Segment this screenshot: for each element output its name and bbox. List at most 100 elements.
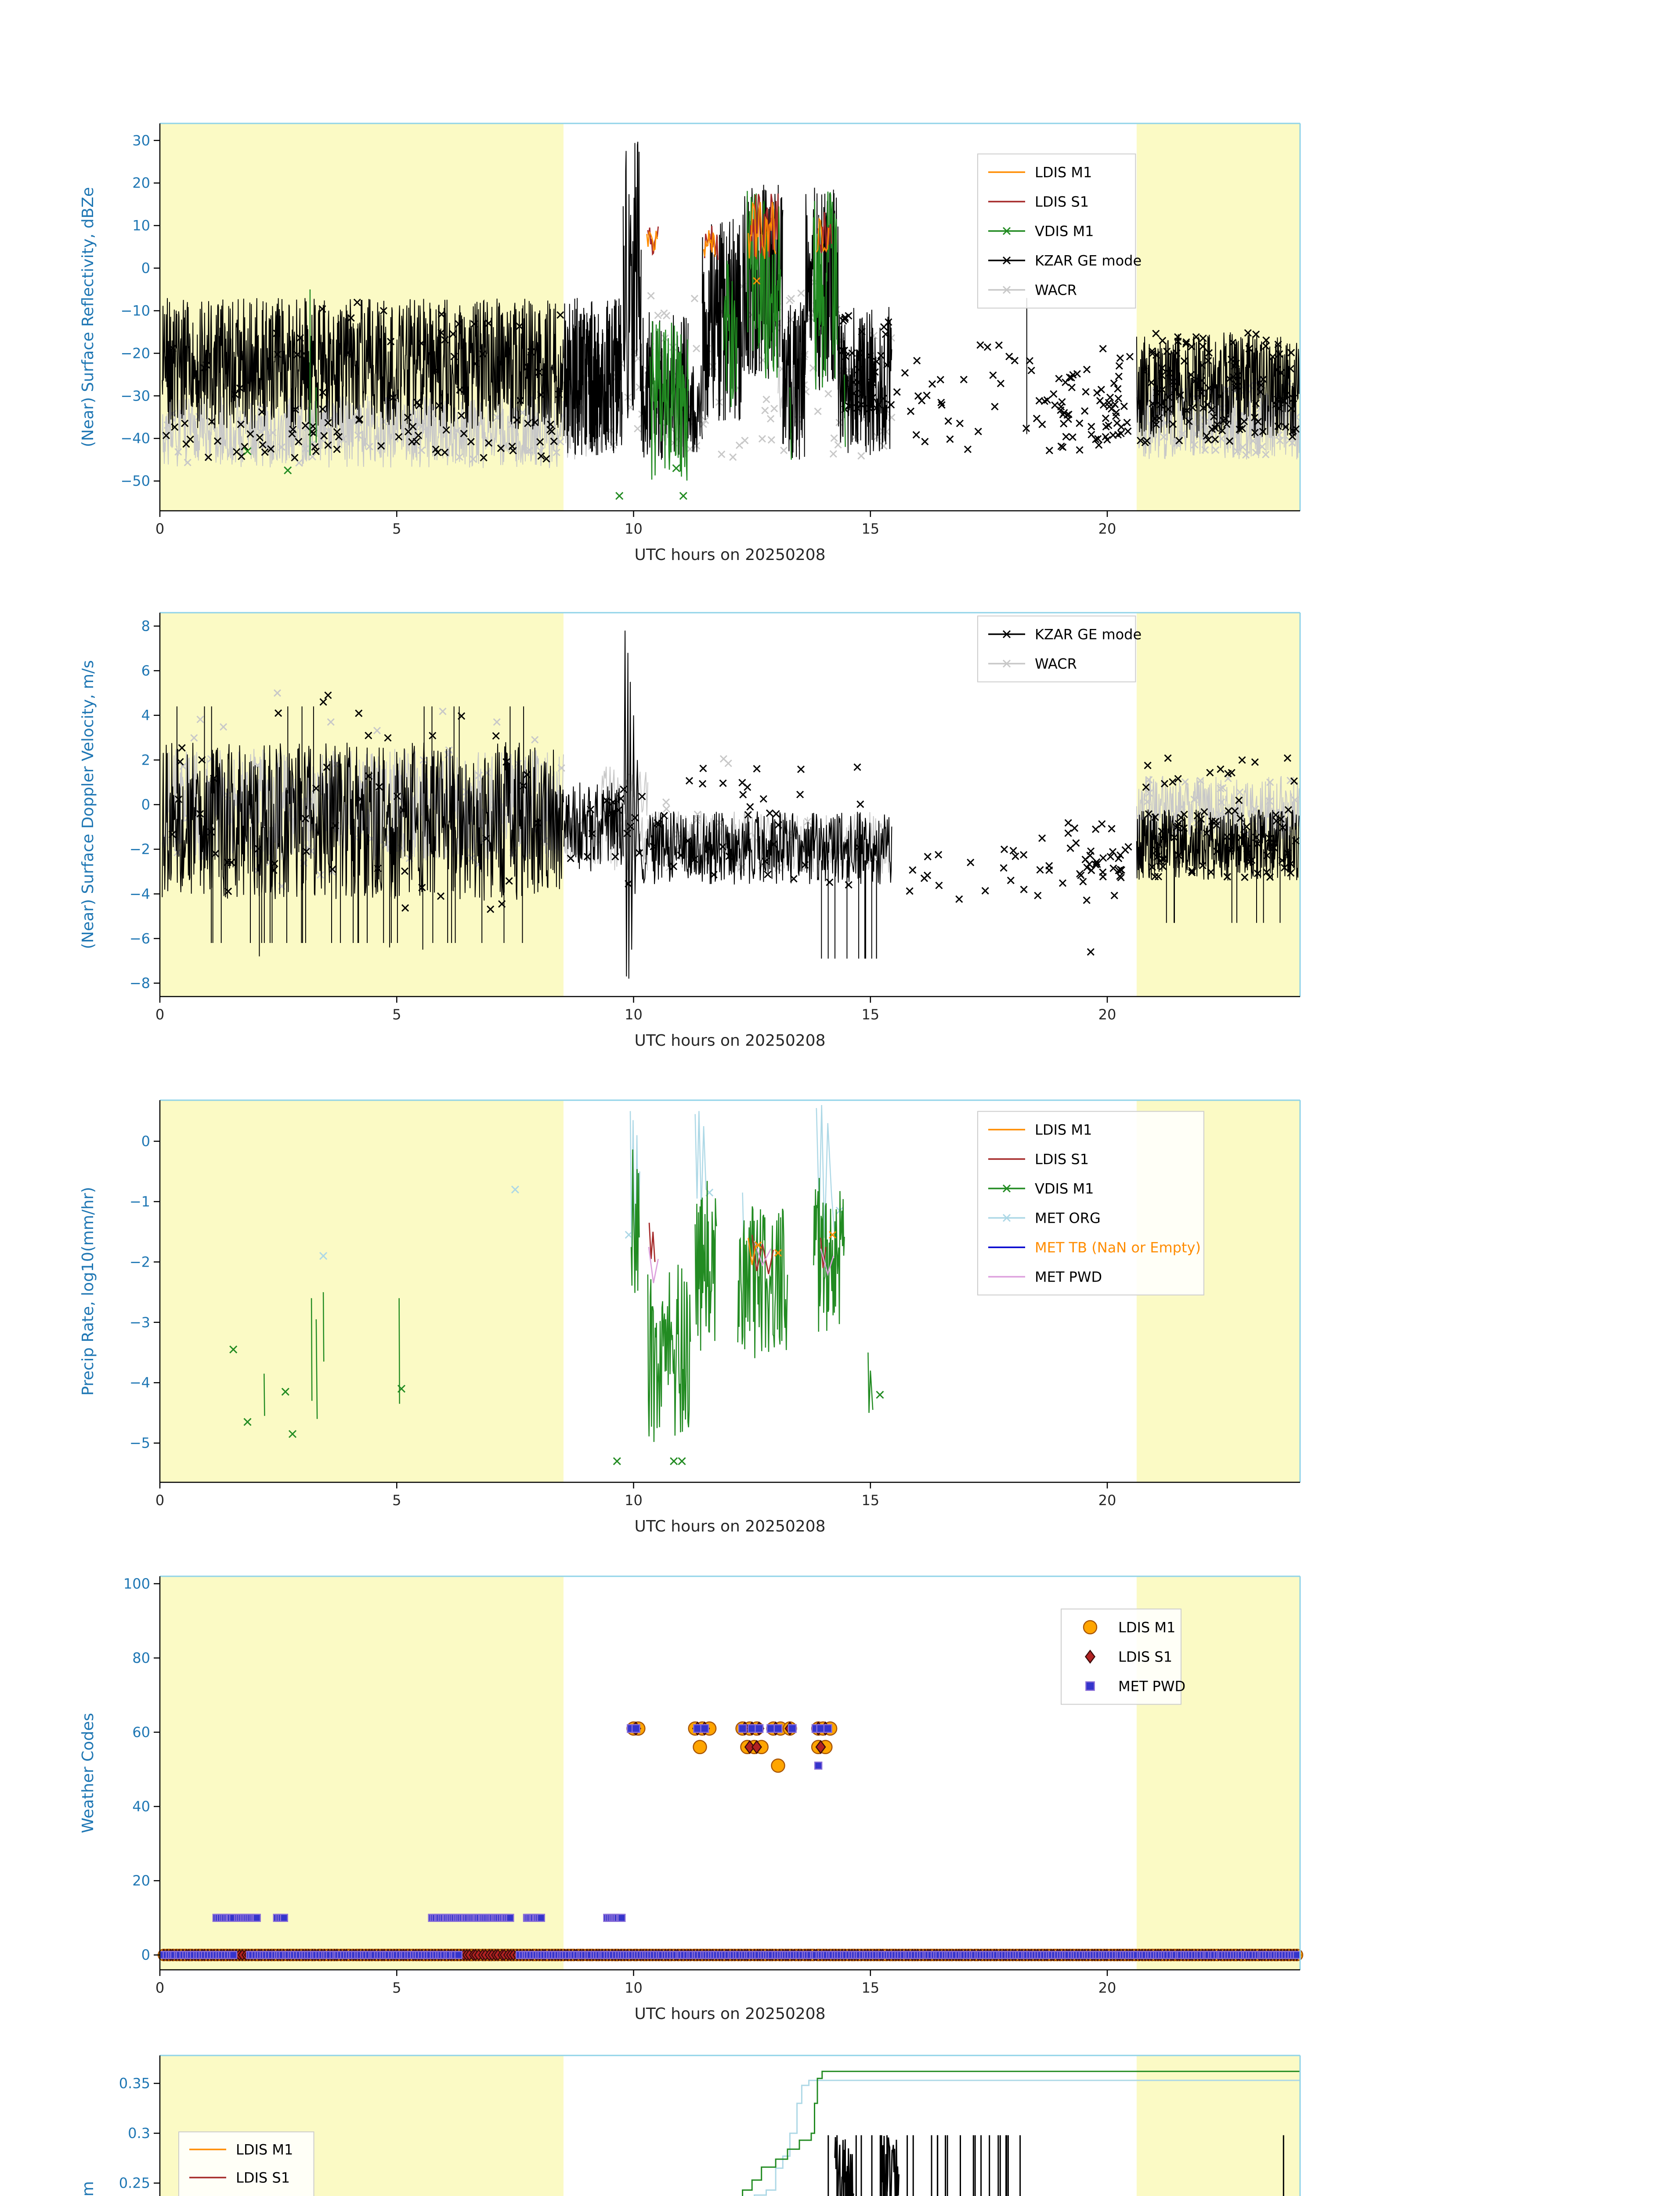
legend-frame bbox=[977, 615, 1136, 683]
series-vdis-m1 bbox=[742, 2070, 1300, 2196]
legend-entry-vdis-m1: VDIS M1 bbox=[988, 1181, 1094, 1197]
x-axis-label: UTC hours on 20250208 bbox=[635, 1032, 826, 1050]
legend-entry-met-pwd: MET PWD bbox=[1085, 1678, 1185, 1695]
x-axis-label: UTC hours on 20250208 bbox=[635, 2005, 826, 2023]
legend-entry-wacr: WACR bbox=[988, 656, 1077, 672]
series-met-org bbox=[754, 2080, 1300, 2196]
legend-entry-ldis-s1: LDIS S1 bbox=[988, 194, 1089, 210]
y-tick-label: −50 bbox=[120, 473, 150, 489]
x-tick-label: 10 bbox=[625, 520, 643, 537]
series-vdis-m1 bbox=[243, 191, 846, 500]
x-tick-label: 0 bbox=[155, 1492, 164, 1509]
legend-entry-vdis-m1: VDIS M1 bbox=[988, 223, 1094, 240]
legend: LDIS M1 LDIS S1 MET PWD bbox=[1061, 1608, 1185, 1705]
y-tick-label: 6 bbox=[141, 662, 150, 679]
x-tick-label: 5 bbox=[392, 1979, 401, 1996]
legend-label: LDIS S1 bbox=[1118, 1649, 1172, 1665]
y-tick-label: −2 bbox=[130, 841, 150, 858]
series-met-pwd bbox=[159, 1724, 1301, 1959]
y-tick-label: −20 bbox=[120, 345, 150, 361]
legend-label: KZAR GE mode bbox=[1035, 253, 1142, 269]
y-tick-label: 20 bbox=[132, 175, 150, 191]
axes-frame: 0 5 10 15 20 −5 −4 −3 −2 −1 0 bbox=[130, 1099, 1301, 1509]
y-tick-label: −8 bbox=[130, 975, 150, 992]
y-tick-label: −10 bbox=[120, 303, 150, 319]
y-tick-label: 30 bbox=[132, 132, 150, 149]
y-tick-label: −2 bbox=[130, 1253, 150, 1270]
legend-entry-met-org: MET ORG bbox=[988, 1210, 1101, 1227]
x-tick-label: 5 bbox=[392, 1492, 401, 1509]
y-axis-label: Weather Codes bbox=[79, 1713, 97, 1833]
legend-label: KZAR GE mode bbox=[1035, 626, 1142, 643]
legend-frame bbox=[1061, 1608, 1181, 1705]
legend-label: LDIS S1 bbox=[236, 2170, 290, 2186]
legend-entry-ldis-s1: LDIS S1 bbox=[1084, 1649, 1172, 1665]
legend-label: WACR bbox=[1035, 656, 1077, 672]
series-met-pwd bbox=[648, 1240, 835, 1283]
x-tick-label: 20 bbox=[1098, 1979, 1116, 1996]
y-axis-label: Cum. Precip, mm bbox=[79, 2181, 97, 2196]
x-tick-label: 10 bbox=[625, 1979, 643, 1996]
legend-label: LDIS S1 bbox=[1035, 194, 1089, 210]
y-axis-label: Precip Rate, log10(mm/hr) bbox=[79, 1187, 97, 1395]
y-tick-label: 10 bbox=[132, 217, 150, 234]
x-tick-label: 20 bbox=[1098, 1006, 1116, 1023]
legend-label: VDIS M1 bbox=[1035, 1181, 1094, 1197]
y-tick-label: −4 bbox=[130, 1374, 150, 1391]
y-tick-label: 0 bbox=[141, 796, 150, 813]
x-axis-label: UTC hours on 20250208 bbox=[635, 546, 826, 564]
y-axis-label: (Near) Surface Doppler Velocity, m/s bbox=[79, 660, 97, 949]
legend-entry-ldis-s1: LDIS S1 bbox=[189, 2170, 290, 2186]
legend-entry-ldis-m1: LDIS M1 bbox=[988, 1122, 1092, 1138]
legend-frame bbox=[178, 2131, 314, 2196]
legend-label: LDIS M1 bbox=[236, 2142, 293, 2158]
x-axis-label: UTC hours on 20250208 bbox=[635, 1517, 826, 1535]
x-tick-label: 15 bbox=[861, 520, 879, 537]
legend: KZAR GE mode WACR bbox=[977, 615, 1142, 683]
axes-frame: 0510152000.050.10.150.20.250.30.35 bbox=[119, 2055, 1301, 2196]
y-tick-label: −30 bbox=[120, 387, 150, 404]
x-tick-label: 5 bbox=[392, 1006, 401, 1023]
y-tick-label: 8 bbox=[141, 618, 150, 635]
legend-label: WACR bbox=[1035, 282, 1077, 299]
legend-label: LDIS M1 bbox=[1035, 1122, 1092, 1138]
y-tick-label: 4 bbox=[141, 707, 150, 724]
legend-label: LDIS M1 bbox=[1035, 164, 1092, 181]
series-kzar-ge-mode bbox=[162, 630, 1300, 979]
legend-label: MET PWD bbox=[1035, 1269, 1102, 1286]
legend: LDIS M1 LDIS S1 VDIS M1 KZAR GE mode WACR bbox=[977, 153, 1142, 309]
y-tick-label: 100 bbox=[123, 1575, 150, 1592]
legend-frame bbox=[977, 1111, 1204, 1296]
legend-entry-met-pwd: MET PWD bbox=[988, 1269, 1102, 1286]
series-ldis-m1 bbox=[748, 1231, 837, 1265]
y-tick-label: 0 bbox=[141, 260, 150, 277]
legend-entry-ldis-m1: LDIS M1 bbox=[988, 164, 1092, 181]
series-ldis-s1 bbox=[648, 1222, 827, 1275]
legend-entry-ldis-s1: LDIS S1 bbox=[988, 1151, 1089, 1168]
y-tick-label: 0.25 bbox=[119, 2175, 150, 2192]
y-tick-label: −40 bbox=[120, 430, 150, 447]
day-shade-region bbox=[160, 1576, 564, 1970]
y-tick-label: 80 bbox=[132, 1650, 150, 1666]
legend-entry-wacr: WACR bbox=[988, 282, 1077, 299]
y-tick-label: −5 bbox=[130, 1435, 150, 1452]
day-shade-region bbox=[160, 1100, 564, 1482]
x-tick-label: 0 bbox=[155, 1979, 164, 1996]
x-tick-label: 15 bbox=[861, 1979, 879, 1996]
x-tick-label: 5 bbox=[392, 520, 401, 537]
series-pluvio-m1 bbox=[827, 2135, 1284, 2196]
y-tick-label: 0.35 bbox=[119, 2075, 150, 2092]
y-tick-label: −3 bbox=[130, 1314, 150, 1331]
x-tick-label: 20 bbox=[1098, 520, 1116, 537]
y-tick-label: 0.3 bbox=[128, 2125, 150, 2142]
legend-label: MET ORG bbox=[1035, 1210, 1101, 1227]
y-tick-label: 20 bbox=[132, 1872, 150, 1889]
legend-label: MET PWD bbox=[1118, 1678, 1185, 1695]
legend-entry-kzar-ge-mode: KZAR GE mode bbox=[988, 253, 1142, 269]
legend-entry-ldis-m1: LDIS M1 bbox=[1083, 1619, 1175, 1636]
y-tick-label: −6 bbox=[130, 930, 150, 947]
y-tick-label: −1 bbox=[130, 1193, 150, 1210]
x-tick-label: 0 bbox=[155, 1006, 164, 1023]
